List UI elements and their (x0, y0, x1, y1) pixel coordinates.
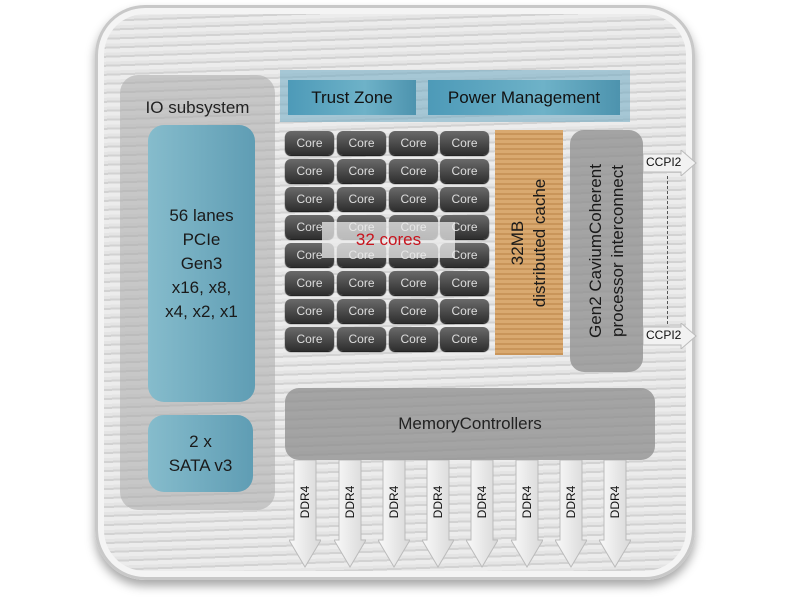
core: Core (389, 327, 438, 351)
sata-block: 2 x SATA v3 (148, 415, 253, 492)
arrow-right-icon (643, 323, 697, 349)
core: Core (389, 159, 438, 183)
pcie-line: x4, x2, x1 (165, 301, 238, 321)
core: Core (285, 327, 334, 351)
trust-zone-block: Trust Zone (288, 80, 416, 115)
ddr4-label: DDR4 (564, 485, 578, 519)
ddr4-label: DDR4 (608, 485, 622, 519)
coherent-interconnect-block: Gen2 CaviumCoherent processor interconne… (570, 130, 643, 372)
core: Core (285, 299, 334, 323)
core: Core (440, 327, 489, 351)
cache-label: distributed cache (530, 178, 549, 307)
interconnect-line: processor interconnect (607, 165, 627, 337)
ddr4-arrow: DDR4 (555, 460, 587, 568)
core: Core (285, 159, 334, 183)
core: Core (337, 131, 386, 155)
ddr4-label: DDR4 (343, 485, 357, 519)
ccpi2-label: CCPI2 (646, 155, 682, 169)
arrow-right-icon (643, 150, 697, 176)
pcie-line: 56 lanes (169, 205, 234, 225)
ddr4-arrow: DDR4 (422, 460, 454, 568)
arrow-down-icon (378, 460, 410, 568)
core: Core (389, 299, 438, 323)
ddr4-arrow: DDR4 (289, 460, 321, 568)
core: Core (440, 187, 489, 211)
core: Core (337, 159, 386, 183)
arrow-down-icon (555, 460, 587, 568)
arrow-down-icon (599, 460, 631, 568)
ccpi-link-dashed-line (667, 176, 668, 324)
pcie-line: Gen3 (180, 253, 223, 273)
ccpi2-arrow: CCPI2 (643, 323, 697, 349)
memory-controllers-block: MemoryControllers (285, 388, 655, 460)
arrow-down-icon (334, 460, 366, 568)
core: Core (337, 299, 386, 323)
ddr4-label: DDR4 (387, 485, 401, 519)
core: Core (389, 187, 438, 211)
core: Core (285, 271, 334, 295)
ddr4-label: DDR4 (298, 485, 312, 519)
ddr4-arrow: DDR4 (466, 460, 498, 568)
power-management-block: Power Management (428, 80, 620, 115)
arrow-down-icon (466, 460, 498, 568)
core: Core (440, 271, 489, 295)
ccpi2-arrow: CCPI2 (643, 150, 697, 176)
pcie-line: x16, x8, (171, 277, 232, 297)
cache-size: 32MB (508, 220, 527, 265)
sata-line: SATA v3 (168, 455, 233, 475)
ccpi2-label: CCPI2 (646, 328, 682, 342)
arrow-down-icon (511, 460, 543, 568)
core-count-label: 32 cores (322, 222, 455, 258)
core: Core (285, 187, 334, 211)
sata-line: 2 x (189, 431, 212, 451)
ddr4-arrow: DDR4 (378, 460, 410, 568)
distributed-cache-block: 32MB distributed cache (495, 130, 563, 355)
interconnect-line: Gen2 CaviumCoherent (585, 164, 605, 338)
ddr4-arrow: DDR4 (599, 460, 631, 568)
arrow-down-icon (422, 460, 454, 568)
core: Core (440, 159, 489, 183)
ddr4-label: DDR4 (475, 485, 489, 519)
core: Core (337, 271, 386, 295)
arrow-down-icon (289, 460, 321, 568)
core: Core (285, 131, 334, 155)
ddr4-label: DDR4 (520, 485, 534, 519)
core: Core (440, 131, 489, 155)
core: Core (337, 187, 386, 211)
ddr4-arrow: DDR4 (334, 460, 366, 568)
core: Core (440, 299, 489, 323)
pcie-line: PCIe (182, 229, 221, 249)
core: Core (389, 131, 438, 155)
io-subsystem-label: IO subsystem (145, 98, 250, 117)
core: Core (389, 271, 438, 295)
core: Core (337, 327, 386, 351)
pcie-block: 56 lanes PCIe Gen3 x16, x8, x4, x2, x1 (148, 125, 255, 402)
ddr4-arrow: DDR4 (511, 460, 543, 568)
ddr4-label: DDR4 (431, 485, 445, 519)
